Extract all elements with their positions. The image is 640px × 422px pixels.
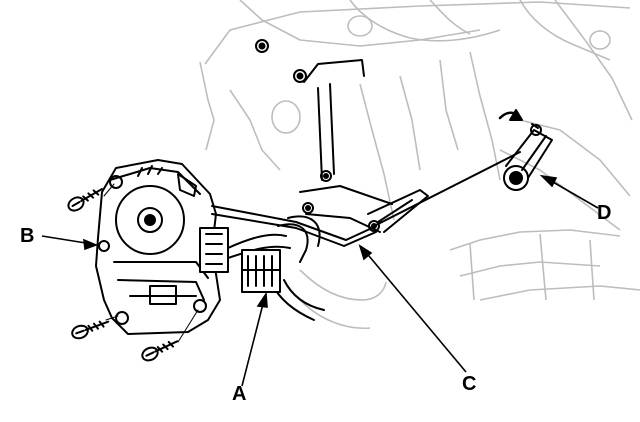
callout-d-lever: D — [597, 202, 612, 224]
screws — [67, 188, 179, 362]
callout-a-connector: A — [232, 383, 247, 405]
housing-bosses — [255, 39, 380, 232]
heater-housing — [199, 0, 640, 330]
actuator-connector — [199, 227, 229, 273]
lever-d — [498, 109, 553, 191]
link-rod-c — [211, 151, 521, 247]
callout-b-actuator: B — [20, 225, 35, 247]
screw-guide-lines — [103, 183, 199, 343]
door-arm — [367, 189, 429, 233]
actuator-body — [95, 159, 221, 335]
connector-a — [241, 249, 281, 293]
leader-lines — [41, 174, 599, 387]
callout-c-link-rod: C — [462, 373, 477, 395]
mounting-bracket — [299, 59, 393, 233]
line-art — [67, 39, 553, 362]
